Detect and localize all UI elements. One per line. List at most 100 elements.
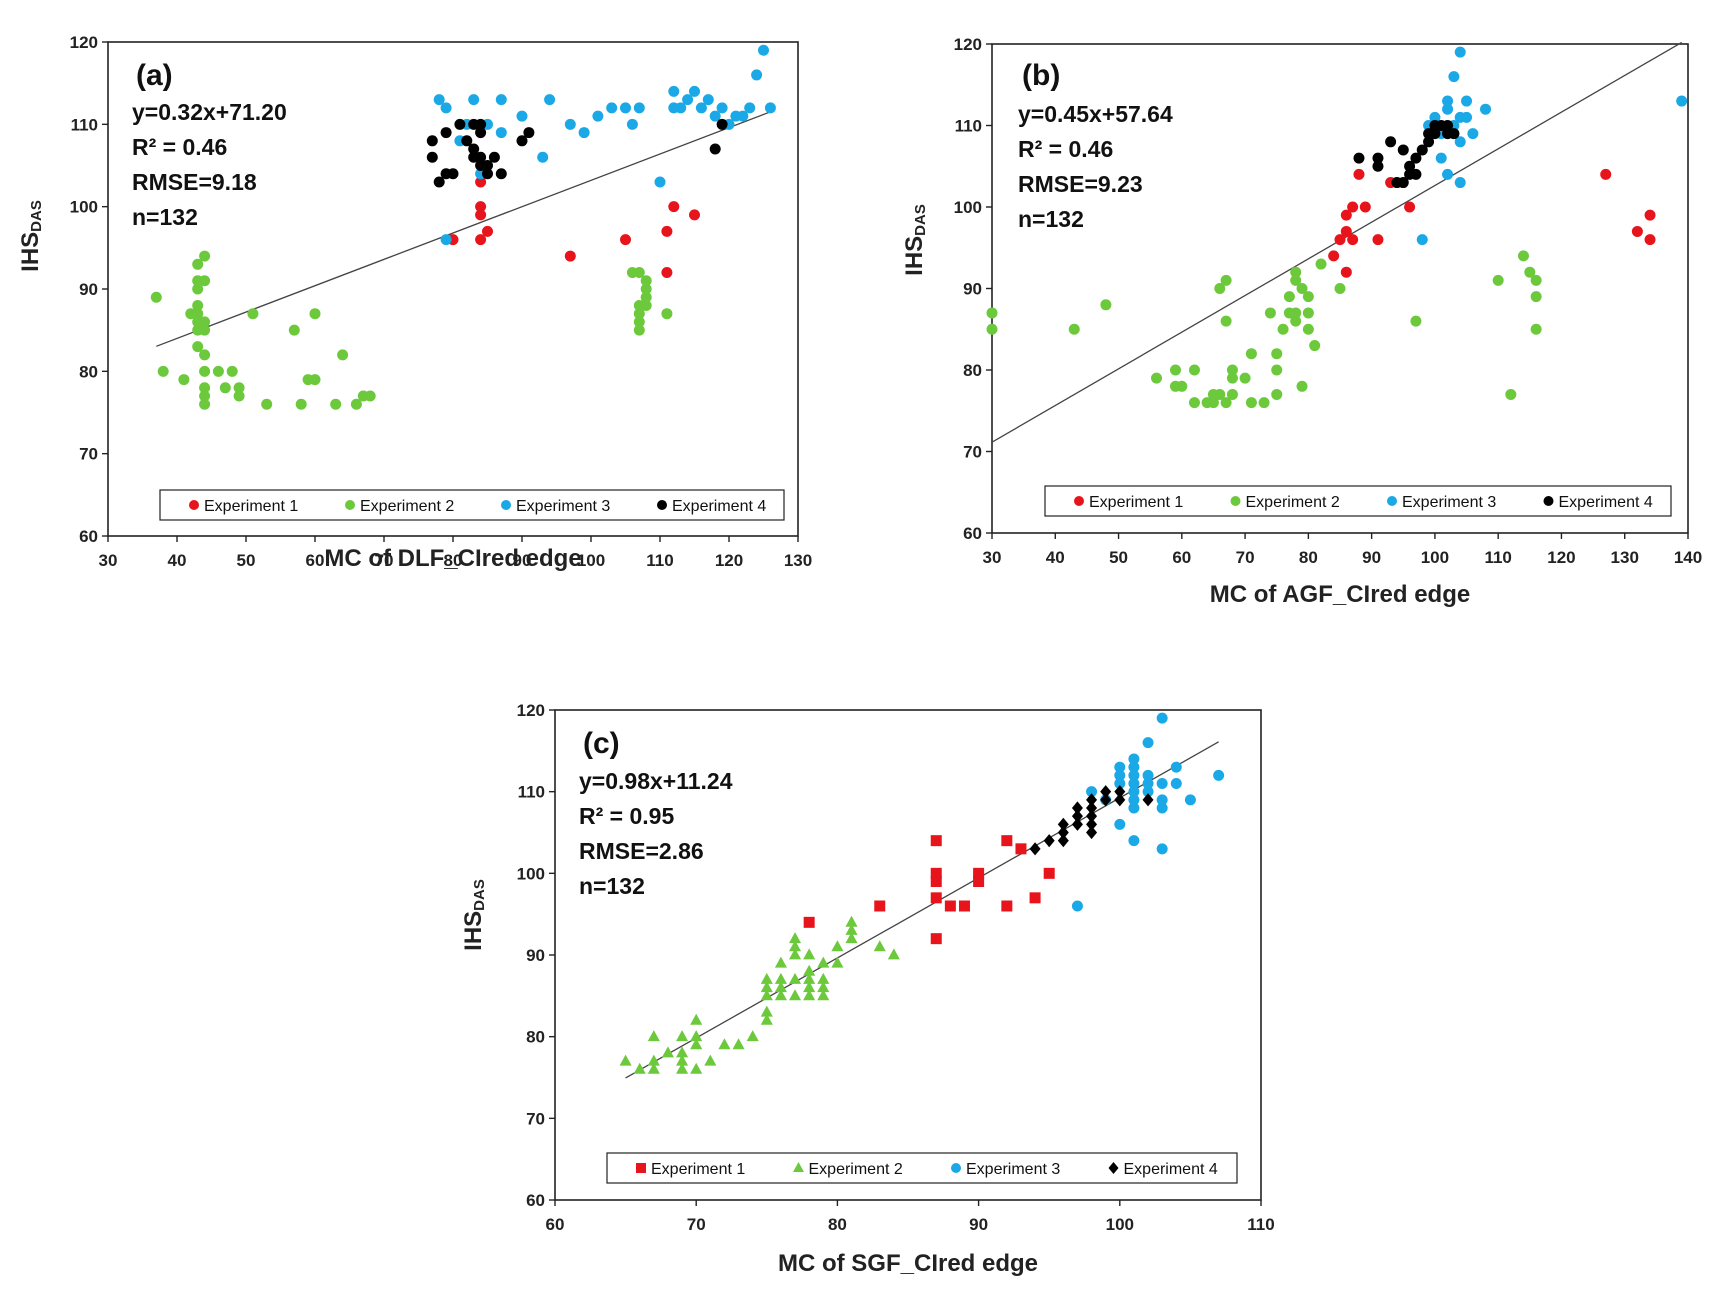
panel-c-data-point [774, 989, 787, 1001]
panel-a-data-point [199, 275, 211, 287]
panel-a-data-point [447, 168, 459, 180]
panel-a-data-point [199, 365, 211, 377]
panel-c-data-point [1114, 769, 1126, 781]
panel-b-data-point [1068, 323, 1080, 335]
panel-b-data-point [1600, 168, 1612, 180]
panel-c-x-tick-label: 110 [1247, 1215, 1274, 1234]
panel-b-data-point [1151, 372, 1163, 384]
panel-a-data-point [716, 102, 728, 114]
panel-a-y-axis-title: IHSDAS [17, 200, 45, 272]
panel-c-data-point [1142, 793, 1154, 807]
panel-b-data-point [1214, 283, 1226, 294]
panel-a-legend-label: Experiment 3 [516, 498, 610, 515]
panel-b-series-4 [1353, 120, 1460, 189]
panel-c-data-point [958, 900, 970, 912]
panel-a-y-tick-label: 120 [70, 33, 98, 52]
panel-b-data-point [1404, 160, 1416, 172]
panel-a-regression-line [156, 111, 771, 347]
panel-a-y-axis-title-sub: DAS [28, 200, 45, 232]
panel-c-data-point [973, 867, 985, 879]
panel-c-data-point [760, 972, 773, 984]
panel-b-data-point [1100, 299, 1112, 311]
panel-c-data-point [647, 1030, 660, 1042]
panel-a-legend-marker [189, 500, 199, 510]
panel-b-data-point [1467, 128, 1479, 140]
panel-a-data-point [495, 168, 507, 180]
panel-c-data-point [1001, 900, 1013, 912]
panel-c-data-point [1184, 794, 1196, 806]
panel-c-x-tick-label: 80 [828, 1215, 847, 1234]
panel-b-data-point [1442, 95, 1454, 107]
panel-a-data-point [440, 234, 452, 246]
panel-a-x-tick-label: 130 [784, 551, 812, 570]
panel-c-stat-line: R² = 0.95 [579, 803, 674, 829]
panel-c-data-point [1071, 801, 1083, 815]
panel-a-x-tick-label: 70 [375, 551, 394, 570]
panel-b-data-point [1480, 103, 1492, 115]
panel-b-data-point [1347, 201, 1359, 213]
panel-a-data-point [199, 324, 211, 336]
panel-b-data-point [1226, 372, 1238, 384]
panel-c-series-2 [619, 915, 900, 1074]
panel-c-stat-line: y=0.98x+11.24 [579, 768, 733, 794]
panel-a-x-tick-label: 30 [99, 551, 118, 570]
panel-a-data-point [247, 308, 259, 320]
panel-a-y-tick-label: 60 [79, 527, 98, 546]
panel-b-data-point [1271, 388, 1283, 400]
panel-b-legend-label: Experiment 2 [1246, 494, 1340, 511]
panel-c-legend-marker [951, 1163, 961, 1173]
panel-c-y-tick-label: 80 [526, 1028, 545, 1047]
panel-c-data-point [803, 972, 816, 984]
panel-b-data-point [1296, 380, 1308, 392]
panel-b-data-point [1290, 315, 1302, 327]
panel-b-stat-line: n=132 [1018, 206, 1084, 232]
panel-c-x-tick-label: 90 [969, 1215, 988, 1234]
panel-b-data-point [1676, 95, 1688, 107]
panel-c-data-point [676, 1030, 689, 1042]
panel-a-data-point [482, 160, 493, 171]
panel-a-data-point [716, 118, 728, 130]
panel-c-data-point [760, 1005, 773, 1017]
panel-c-data-point [874, 900, 886, 912]
panel-a-data-point [475, 176, 487, 188]
panel-c-panel-label: (c) [583, 727, 620, 760]
panel-a-data-point [544, 94, 556, 106]
panel-b-data-point [1264, 307, 1276, 319]
panel-b-data-point [1340, 225, 1352, 237]
panel-c-data-point [1156, 802, 1168, 814]
panel-a-y-tick-label: 70 [79, 445, 98, 464]
panel-a-stat-line: y=0.32x+71.20 [132, 99, 287, 125]
panel-c-y-axis-title: IHSDAS [460, 879, 488, 951]
panel-c-y-axis: 60 70 80 90 100 110 120 [517, 701, 555, 1210]
panel-b-data-point [1631, 225, 1643, 237]
panel-a-data-point [309, 374, 321, 386]
svg-text:IHSDAS: IHSDAS [460, 879, 488, 951]
panel-b-chart: 30 40 50 60 70 80 90 100 110 120 130 140 60 70 80 90 100… [901, 35, 1702, 608]
panel-b-data-point [1353, 168, 1365, 180]
panel-b-x-tick-label: 100 [1421, 548, 1449, 567]
panel-a-stat-line: n=132 [132, 204, 198, 230]
panel-c-data-point [774, 981, 787, 993]
panel-b-legend-label: Experiment 3 [1402, 494, 1496, 511]
panel-c-legend-label: Experiment 3 [966, 1161, 1060, 1178]
panel-c-data-point [803, 981, 816, 993]
panel-c-data-point [1170, 761, 1182, 773]
panel-b-data-point [986, 307, 998, 319]
panel-c-legend-marker [1108, 1162, 1119, 1174]
panel-a-series-2 [150, 250, 673, 410]
panel-a-data-point [640, 283, 652, 295]
panel-c-y-tick-label: 90 [526, 946, 545, 965]
panel-c-data-point [647, 1054, 660, 1066]
panel-b-data-point [1340, 209, 1352, 221]
panel-b-data-point [1353, 152, 1365, 164]
panel-a-x-tick-label: 120 [715, 551, 743, 570]
panel-c-y-tick-label: 100 [517, 864, 545, 883]
panel-c-data-point [1057, 834, 1069, 848]
panel-a-data-point [426, 151, 438, 163]
panel-a-legend-label: Experiment 4 [672, 498, 766, 515]
panel-b-data-point [1309, 340, 1321, 352]
panel-b-data-point [1258, 397, 1270, 409]
panel-a-data-point [620, 234, 631, 246]
panel-b-x-axis-title: MC of AGF_CIred edge [1210, 581, 1470, 608]
